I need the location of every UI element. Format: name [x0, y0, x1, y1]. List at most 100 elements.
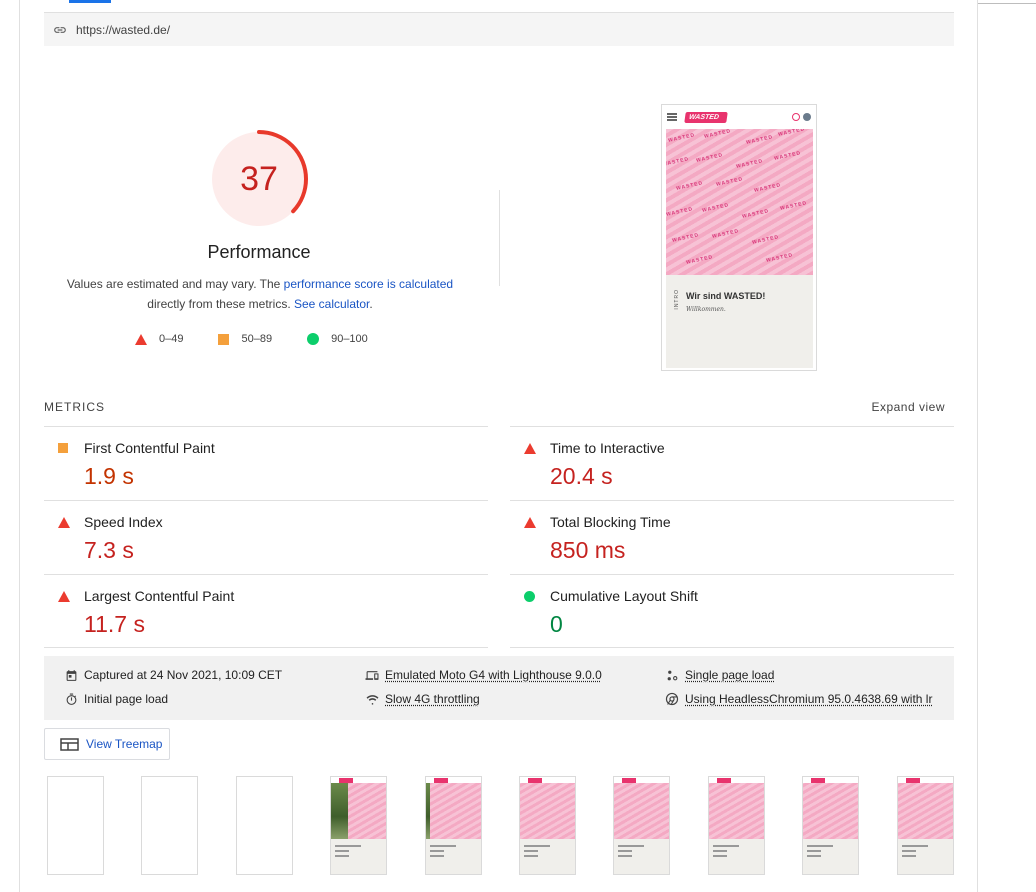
url-bar: https://wasted.de/	[44, 12, 954, 46]
watermark: WASTED	[666, 156, 690, 168]
single-load-text: Single page load	[685, 668, 775, 682]
expand-view-toggle[interactable]: Expand view	[871, 400, 945, 414]
gauge-title: Performance	[207, 242, 311, 262]
report-container	[19, 0, 978, 892]
watermark: WASTED	[701, 202, 730, 214]
average-square-icon	[218, 333, 230, 345]
treemap-icon	[60, 737, 79, 751]
average-square-icon	[58, 443, 68, 453]
frame-hero	[803, 783, 858, 839]
frame-text-line	[335, 850, 349, 852]
screenshot-header: WASTED	[662, 105, 816, 129]
devices-icon	[365, 668, 379, 682]
metric-label: Total Blocking Time	[550, 514, 671, 530]
watermark: WASTED	[741, 208, 770, 220]
filmstrip-frame	[425, 776, 482, 875]
runtime-browser[interactable]: Using HeadlessChromium 95.0.4638.69 with…	[665, 692, 932, 706]
fail-triangle-icon	[58, 517, 70, 528]
metric-speed-index: Speed Index 7.3 s	[44, 500, 488, 574]
view-treemap-button[interactable]: View Treemap	[44, 728, 170, 760]
workflow-icon	[665, 668, 679, 682]
metric-cumulative-layout-shift: Cumulative Layout Shift 0	[510, 574, 954, 648]
metric-label: Cumulative Layout Shift	[550, 588, 698, 604]
watermark: WASTED	[751, 234, 780, 246]
frame-image	[331, 783, 348, 839]
frame-text-line	[618, 845, 644, 847]
filmstrip-frame	[47, 776, 104, 875]
frame-logo	[622, 778, 636, 783]
chrome-icon	[665, 692, 679, 706]
filmstrip-frame	[708, 776, 765, 875]
frame-image	[426, 783, 430, 839]
metric-value: 7.3 s	[84, 537, 134, 563]
frame-text-line	[524, 850, 538, 852]
filmstrip-frame	[802, 776, 859, 875]
final-screenshot[interactable]: WASTED WASTED WASTED WASTED WASTED WASTE…	[661, 104, 817, 371]
url-text[interactable]: https://wasted.de/	[76, 22, 171, 37]
fail-triangle-icon	[58, 591, 70, 602]
watermark: WASTED	[765, 252, 794, 264]
frame-text-line	[902, 850, 916, 852]
frame-text-line	[430, 850, 444, 852]
see-calculator-link[interactable]: See calculator	[293, 297, 370, 311]
frame-text-line	[430, 855, 444, 857]
frame-hero	[426, 783, 481, 839]
frame-text-line	[807, 855, 821, 857]
legend-label: 50–89	[241, 333, 273, 345]
metrics-header: METRICS Expand view	[44, 400, 954, 426]
frame-hero	[898, 783, 953, 839]
top-divider	[978, 3, 1036, 4]
watermark: WASTED	[695, 152, 724, 164]
watermark: WASTED	[703, 129, 732, 140]
desc-text-3: .	[369, 297, 373, 311]
legend-pass: 90–100	[307, 333, 368, 345]
frame-text-line	[430, 845, 456, 847]
metric-label: Speed Index	[84, 514, 163, 530]
screenshot-subtext: Willkommen.	[686, 306, 726, 313]
metric-label: First Contentful Paint	[84, 440, 215, 456]
frame-text-line	[807, 845, 833, 847]
watermark: WASTED	[666, 206, 694, 218]
frame-logo	[717, 778, 731, 783]
runtime-single-load[interactable]: Single page load	[665, 668, 774, 682]
browser-text: Using HeadlessChromium 95.0.4638.69 with…	[685, 692, 933, 706]
frame-logo	[528, 778, 542, 783]
watermark: WASTED	[715, 176, 744, 188]
gauge-background	[212, 132, 306, 226]
watermark: WASTED	[753, 182, 782, 194]
throttling-text: Slow 4G throttling	[385, 692, 480, 706]
frame-hero	[709, 783, 764, 839]
legend-fail: 0–49	[135, 333, 183, 345]
watermark: WASTED	[779, 200, 808, 212]
metric-time-to-interactive: Time to Interactive 20.4 s	[510, 426, 954, 500]
screenshot-heading: Wir sind WASTED!	[686, 291, 766, 301]
desc-text-2: directly from these metrics.	[147, 297, 294, 311]
metric-value: 0	[550, 611, 563, 637]
frame-text-line	[335, 855, 349, 857]
runtime-throttling[interactable]: Slow 4G throttling	[365, 692, 480, 706]
performance-gauge[interactable]: 37	[210, 130, 308, 228]
frame-text-line	[618, 855, 632, 857]
performance-score-link[interactable]: performance score is calculated	[283, 277, 454, 291]
calendar-icon	[64, 668, 78, 682]
wifi-icon	[365, 692, 379, 706]
watermark: WASTED	[675, 180, 704, 192]
frame-logo	[811, 778, 825, 783]
performance-score: 37	[240, 159, 278, 198]
runtime-initial-load: Initial page load	[64, 692, 168, 706]
legend-label: 0–49	[159, 333, 184, 345]
timer-icon	[64, 692, 78, 706]
metric-value: 11.7 s	[84, 611, 145, 637]
watermark: WASTED	[777, 129, 806, 138]
gauge-arc	[210, 130, 308, 228]
frame-hero	[520, 783, 575, 839]
frame-logo	[906, 778, 920, 783]
view-treemap-label: View Treemap	[86, 737, 163, 751]
metric-first-contentful-paint: First Contentful Paint 1.9 s	[44, 426, 488, 500]
frame-text-line	[902, 845, 928, 847]
pass-circle-icon	[524, 591, 535, 602]
frame-logo	[339, 778, 353, 783]
runtime-device[interactable]: Emulated Moto G4 with Lighthouse 9.0.0	[365, 668, 602, 682]
metric-largest-contentful-paint: Largest Contentful Paint 11.7 s	[44, 574, 488, 648]
frame-text-line	[335, 845, 361, 847]
